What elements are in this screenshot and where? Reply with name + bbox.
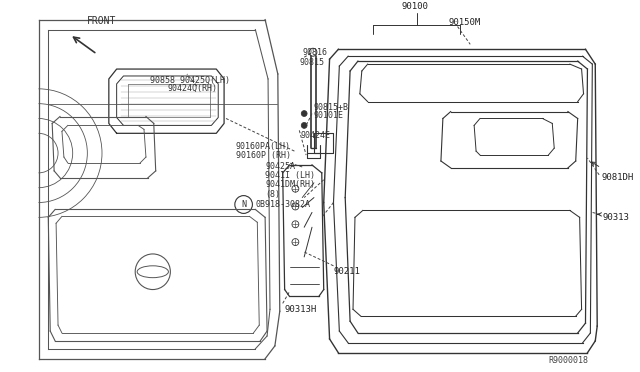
Text: 9081DH: 9081DH [601,173,634,182]
Text: 90101E: 90101E [314,111,344,120]
Text: N: N [241,200,246,209]
Text: 90815+B: 90815+B [314,103,349,112]
Text: 90858 90425Q(LH): 90858 90425Q(LH) [150,76,230,86]
Text: 9041I (LH): 9041I (LH) [265,171,315,180]
Text: 90160P (RH): 90160P (RH) [236,151,291,160]
Text: 90160PA(LH): 90160PA(LH) [236,142,291,151]
Text: (8): (8) [265,190,280,199]
Text: 90424Q(RH): 90424Q(RH) [168,84,218,93]
Text: 0B918-3082A: 0B918-3082A [255,200,310,209]
Text: 90100: 90100 [402,2,429,11]
Text: 90211: 90211 [333,267,360,276]
Circle shape [301,110,307,116]
Text: 9041DM(RH): 9041DM(RH) [265,180,315,189]
Text: R9000018: R9000018 [548,356,588,365]
Text: 90425A: 90425A [265,163,295,171]
Text: 90816: 90816 [302,48,327,57]
Text: 90313: 90313 [602,213,629,222]
Text: 90150M: 90150M [449,18,481,27]
Circle shape [301,122,307,128]
Text: 90424E: 90424E [300,131,330,140]
Text: 90313H: 90313H [285,305,317,314]
Text: 90815: 90815 [300,58,324,67]
Text: FRONT: FRONT [87,16,116,26]
